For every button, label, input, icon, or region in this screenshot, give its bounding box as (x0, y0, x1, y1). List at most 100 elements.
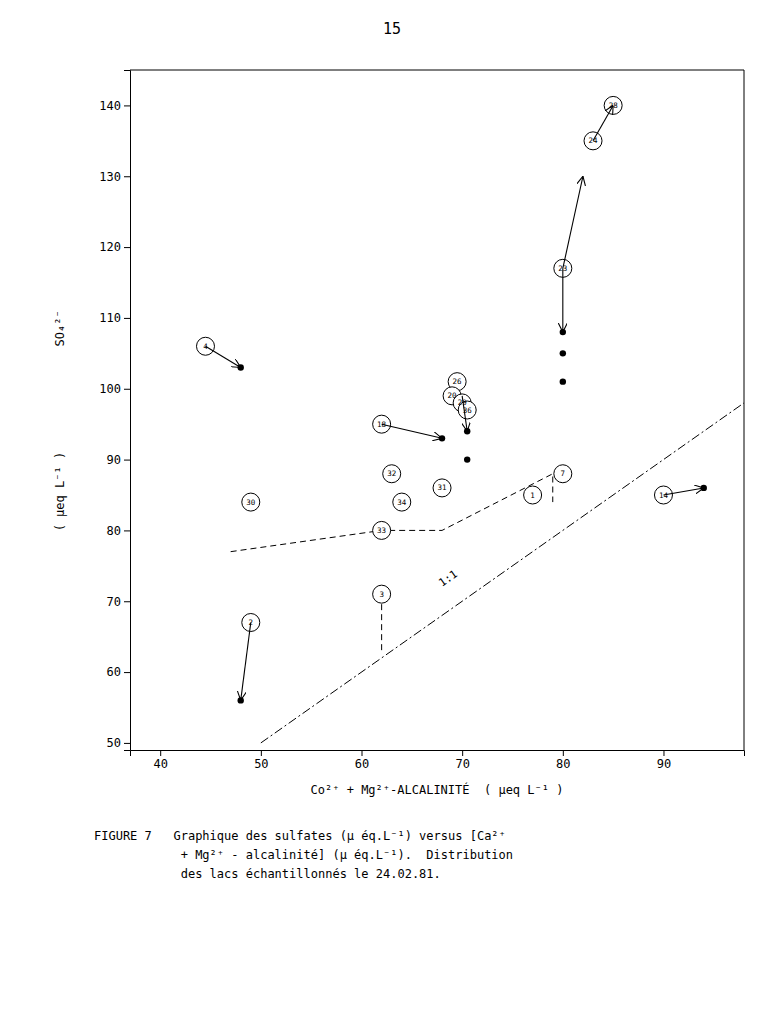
tick: 130 (99, 170, 130, 184)
point-label: 26 (453, 377, 463, 386)
tick-mark (124, 247, 130, 248)
tick-label: 130 (99, 170, 121, 184)
tick-mark (124, 672, 130, 673)
y-axis: 50 60 70 80 90 100 110 120 130 140 (99, 71, 130, 751)
point-circle (383, 465, 401, 483)
point-circle (242, 614, 260, 632)
tick-mark (362, 750, 363, 756)
labels: 4302183233334262029363123712428141:1 (203, 101, 668, 627)
point-circle (554, 465, 572, 483)
x-axis: 40 50 60 70 80 90 (131, 750, 745, 771)
tick: 100 (99, 382, 130, 396)
tick-label: 80 (107, 524, 121, 538)
tick-label: 50 (254, 757, 268, 771)
tick-mark (663, 750, 664, 756)
point-circle (373, 521, 391, 539)
tick: 50 (107, 736, 130, 750)
dot (238, 364, 244, 370)
point-label: 18 (377, 420, 387, 429)
point-label: 34 (397, 498, 407, 507)
plot-frame (744, 70, 745, 750)
tick-label: 60 (355, 757, 369, 771)
tick: 50 (254, 750, 268, 771)
tick-mark (124, 530, 130, 531)
plot-frame (130, 70, 744, 71)
tick-label: 80 (556, 757, 570, 771)
arrow (562, 268, 563, 332)
tick-label: 60 (107, 665, 121, 679)
tick-mark (124, 318, 130, 319)
point-label: 20 (448, 391, 458, 400)
point-circle (604, 96, 622, 114)
tick-label: 50 (107, 736, 121, 750)
point-label: 23 (558, 264, 567, 273)
point-circle (373, 585, 391, 603)
point-label: 31 (438, 483, 447, 492)
tick: 70 (107, 595, 130, 609)
point-label: 3 (379, 590, 384, 599)
y-axis-label: SO₄²⁻ (53, 310, 67, 346)
tick: 120 (99, 240, 130, 254)
point-circle (373, 415, 391, 433)
tick-label: 110 (99, 311, 121, 325)
point-circle (433, 479, 451, 497)
tick-mark (160, 750, 161, 756)
point-label: 1 (530, 491, 535, 500)
tick-label: 140 (99, 99, 121, 113)
tick-mark (124, 105, 130, 106)
arrow (563, 176, 583, 268)
point-label: 30 (246, 498, 256, 507)
tick: 40 (153, 750, 167, 771)
point-circle (196, 337, 214, 355)
tick: 80 (107, 524, 130, 538)
arrow (663, 488, 703, 495)
tick-label: 120 (99, 240, 121, 254)
tick-label: 40 (153, 757, 167, 771)
tick-mark (124, 389, 130, 390)
point-label: 2 (249, 618, 254, 627)
tick: 60 (107, 665, 130, 679)
annotation: 1:1 (436, 567, 460, 589)
tick-mark (124, 176, 130, 177)
marks (196, 96, 744, 743)
arrow (241, 623, 251, 701)
tick-mark (563, 750, 564, 756)
title: 15 (383, 20, 401, 38)
reference-line (231, 474, 553, 552)
tick: 80 (556, 750, 570, 771)
point-label: 32 (387, 469, 396, 478)
arrow (382, 424, 442, 438)
caption: + Mg²⁺ - alcalinité] (μ éq.L⁻¹). Distrib… (94, 848, 513, 862)
tick-mark (124, 743, 130, 744)
dot (560, 350, 566, 356)
axis-line (124, 71, 131, 751)
point-label: 24 (589, 136, 599, 145)
tick: 60 (355, 750, 369, 771)
tick-mark (261, 750, 262, 756)
caption: des lacs échantillonnés le 24.02.81. (94, 867, 441, 881)
point-circle (524, 486, 542, 504)
caption: FIGURE 7 Graphique des sulfates (μ éq.L⁻… (94, 829, 506, 843)
dot (464, 456, 470, 462)
tick-label: 90 (657, 757, 671, 771)
point-label: 28 (609, 101, 619, 110)
tick: 90 (107, 453, 130, 467)
tick: 110 (99, 311, 130, 325)
tick-mark (462, 750, 463, 756)
reference-line (261, 403, 744, 743)
point-label: 14 (659, 491, 669, 500)
plot: 4050607080905060708090100110120130140Co²… (53, 70, 745, 797)
axis-line (131, 751, 745, 757)
tick-mark (124, 460, 130, 461)
tick: 140 (99, 99, 130, 113)
tick-mark (124, 601, 130, 602)
tick-label: 100 (99, 382, 121, 396)
tick-label: 70 (455, 757, 469, 771)
arrow (205, 346, 240, 367)
point-label: 36 (463, 406, 473, 415)
dot (560, 378, 566, 384)
point-circle (393, 493, 411, 511)
tick-label: 90 (107, 453, 121, 467)
point-label: 4 (203, 342, 208, 351)
x-axis-label: Co²⁺ + Mg²⁺-ALCALINITÉ ( μeq L⁻¹ ) (311, 782, 564, 797)
